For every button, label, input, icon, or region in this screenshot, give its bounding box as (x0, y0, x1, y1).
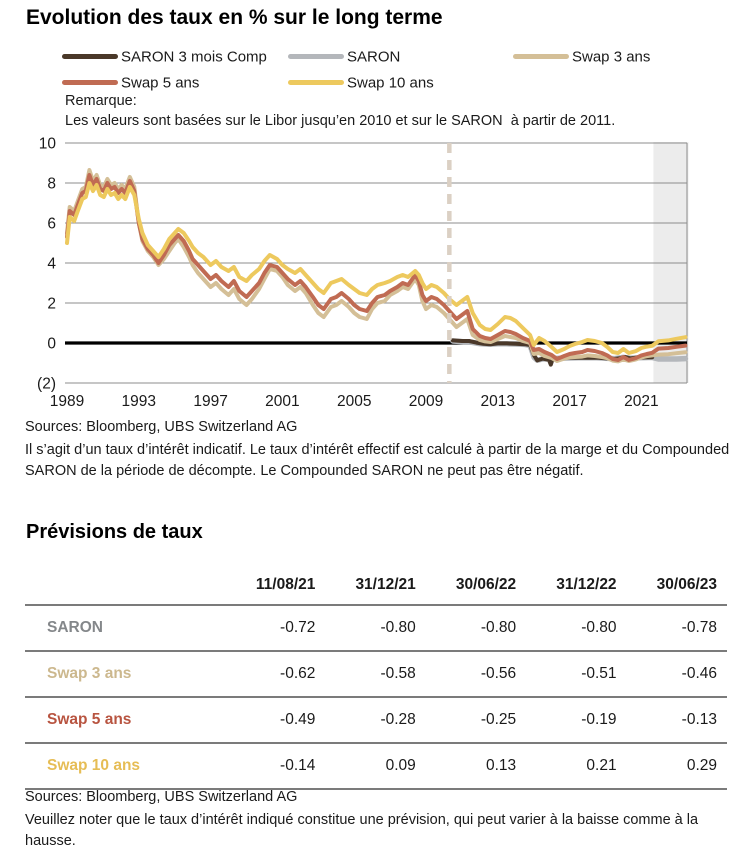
remark-text: Les valeurs sont basées sur le Libor jus… (65, 112, 616, 129)
chart-disclaimer: Il s’agit d’un taux d’intérêt indicatif.… (25, 442, 730, 479)
forecast-value: -0.62 (225, 651, 326, 698)
forecast-value: -0.28 (325, 697, 426, 744)
forecast-disclaimer: Veuillez noter que le taux d’intérêt ind… (25, 812, 699, 849)
series-line-swap-10-ans (65, 181, 688, 355)
forecast-sources: Sources: Bloomberg, UBS Switzerland AG (25, 789, 298, 805)
forecast-value: -0.80 (425, 605, 527, 652)
table-row-swap-5-ans: Swap 5 ans -0.49 -0.28 -0.25 -0.19 -0.13 (25, 697, 727, 744)
forecast-value: -0.80 (325, 605, 426, 652)
forecast-header-date: 30/06/22 (425, 574, 527, 606)
forecast-value: -0.25 (425, 697, 527, 744)
chart-sources: Sources: Bloomberg, UBS Switzerland AG (25, 419, 298, 435)
legend-item-swap-5-ans: Swap 5 ans (62, 74, 199, 94)
forecast-header-date: 31/12/21 (325, 574, 426, 606)
y-axis-tick-label: 4 (47, 256, 56, 273)
x-axis-tick-label: 1997 (193, 393, 227, 410)
legend-label: SARON (347, 48, 401, 66)
x-axis-tick-label: 2013 (481, 393, 515, 410)
forecast-value: 0.21 (526, 743, 627, 790)
forecast-value: -0.51 (526, 651, 627, 698)
series-line-swap-5-ans (65, 173, 688, 362)
forecast-header-row: 11/08/21 31/12/21 30/06/22 31/12/22 30/0… (25, 574, 727, 606)
forecast-value: 0.09 (325, 743, 426, 790)
forecast-section-title: Prévisions de taux (26, 521, 203, 543)
x-axis-tick-label: 1989 (50, 393, 84, 410)
legend-label: Swap 5 ans (121, 74, 200, 92)
table-row-saron: SARON -0.72 -0.80 -0.80 -0.80 -0.78 (25, 605, 727, 652)
forecast-value: -0.13 (626, 697, 727, 744)
y-axis-tick-label: 10 (39, 136, 57, 153)
page-title: Evolution des taux en % sur le long term… (26, 6, 443, 29)
x-axis-tick-label: 2005 (337, 393, 371, 410)
legend-label: Swap 3 ans (572, 48, 651, 66)
y-axis-tick-label: 0 (47, 336, 56, 353)
y-axis-tick-label: 6 (47, 216, 56, 233)
forecast-value: -0.58 (325, 651, 426, 698)
forecast-value: -0.56 (425, 651, 527, 698)
forecast-value: -0.19 (526, 697, 627, 744)
x-axis-tick-label: 2009 (409, 393, 443, 410)
x-axis-tick-label: 2017 (552, 393, 586, 410)
table-row-swap-3-ans: Swap 3 ans -0.62 -0.58 -0.56 -0.51 -0.46 (25, 651, 727, 698)
forecast-value: -0.14 (225, 743, 326, 790)
forecast-value: 0.13 (425, 743, 527, 790)
legend-item-swap-10-ans: Swap 10 ans (288, 74, 434, 94)
series-line-swap-3-ans (65, 168, 688, 364)
forecast-value: -0.72 (225, 605, 326, 652)
legend-line-swatch (62, 80, 118, 86)
chart-remark: Remarque: Les valeurs sont basées sur le… (65, 92, 615, 131)
legend-line-swatch (62, 54, 118, 60)
legend-line-swatch (288, 80, 344, 86)
y-axis-tick-label: 2 (47, 296, 56, 313)
row-label-swap-10-ans: Swap 10 ans (25, 743, 225, 790)
x-axis-tick-label: 2021 (624, 393, 658, 410)
forecast-value: 0.29 (626, 743, 727, 790)
remark-label: Remarque: (65, 93, 137, 109)
forecast-value: -0.80 (526, 605, 627, 652)
legend-line-swatch (288, 54, 344, 60)
row-label-saron: SARON (25, 605, 225, 652)
legend-label: Swap 10 ans (347, 74, 434, 92)
forecast-header-empty-cell (25, 574, 225, 606)
x-axis-tick-label: 1993 (122, 393, 156, 410)
row-label-swap-3-ans: Swap 3 ans (25, 651, 225, 698)
x-axis-tick-label: 2001 (265, 393, 299, 410)
forecast-value: -0.46 (626, 651, 727, 698)
table-row-swap-10-ans: Swap 10 ans -0.14 0.09 0.13 0.21 0.29 (25, 743, 727, 790)
forecast-header-date: 31/12/22 (526, 574, 627, 606)
legend-item-saron: SARON (288, 48, 400, 68)
y-axis-tick-label: 8 (47, 176, 56, 193)
forecast-header-date: 30/06/23 (626, 574, 727, 606)
legend-item-saron-3-mois-comp: SARON 3 mois Comp (62, 48, 267, 68)
legend-line-swatch (513, 54, 569, 60)
forecast-value: -0.49 (225, 697, 326, 744)
legend-item-swap-3-ans: Swap 3 ans (513, 48, 650, 68)
row-label-swap-5-ans: Swap 5 ans (25, 697, 225, 744)
forecast-value: -0.78 (626, 605, 727, 652)
legend-label: SARON 3 mois Comp (121, 48, 267, 66)
forecast-header-date: 11/08/21 (225, 574, 326, 606)
forecast-table: 11/08/21 31/12/21 30/06/22 31/12/22 30/0… (25, 574, 727, 790)
y-axis-tick-label: (2) (37, 376, 56, 393)
